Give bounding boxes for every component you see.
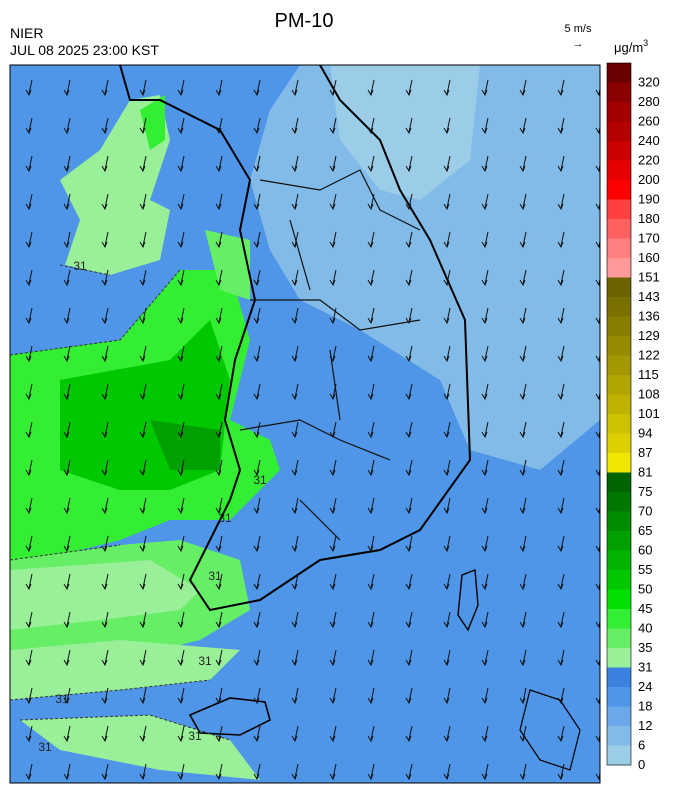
wind-scale-arrow: →	[573, 38, 584, 50]
colorbar-label: 75	[638, 484, 652, 499]
contour-label: 31	[198, 654, 212, 668]
contour-label: 31	[208, 569, 222, 583]
colorbar-segment	[607, 219, 631, 239]
colorbar-segment	[607, 394, 631, 415]
colorbar-segment	[607, 609, 631, 629]
colorbar-label: 170	[638, 231, 660, 246]
colorbar-label: 40	[638, 621, 652, 636]
colorbar-label: 55	[638, 562, 652, 577]
colorbar-segment	[607, 628, 631, 649]
colorbar-segment	[607, 648, 631, 668]
colorbar-label: 81	[638, 465, 652, 480]
wind-scale: 5 m/s	[565, 23, 592, 35]
colorbar-label: 143	[638, 289, 660, 304]
colorbar-label: 280	[638, 94, 660, 109]
colorbar-label: 65	[638, 523, 652, 538]
colorbar-label: 200	[638, 172, 660, 187]
unit-sup: 3	[643, 38, 648, 48]
colorbar-label: 115	[638, 367, 659, 382]
contour-label: 31	[55, 692, 69, 706]
colorbar-segment	[607, 550, 631, 571]
colorbar-segment	[607, 453, 631, 473]
colorbar-label: 101	[638, 406, 660, 421]
colorbar-segment	[607, 160, 631, 181]
contour-label: 31	[73, 259, 87, 273]
colorbar-segment	[607, 472, 631, 493]
colorbar-segment	[607, 63, 631, 83]
colorbar-label: 12	[638, 718, 652, 733]
colorbar-segment	[607, 667, 631, 688]
colorbar-segment	[607, 355, 631, 376]
colorbar-segment	[607, 706, 631, 727]
colorbar-label: 60	[638, 543, 652, 558]
colorbar-label: 190	[638, 192, 660, 207]
colorbar-segment	[607, 102, 631, 122]
colorbar-segment	[607, 316, 631, 337]
colorbar-label: 180	[638, 211, 660, 226]
colorbar-segment	[607, 414, 631, 434]
colorbar-label: 260	[638, 114, 660, 129]
agency: NIER	[10, 25, 43, 41]
colorbar-label: 122	[638, 348, 660, 363]
contour-label: 31	[188, 729, 202, 743]
colorbar-label: 320	[638, 75, 660, 90]
colorbar-segment	[607, 277, 631, 298]
contour-label: 31	[253, 473, 267, 487]
colorbar-segment	[607, 180, 631, 200]
map-area: 31 31 31 31 31 31 31 31	[10, 65, 600, 783]
colorbar-segment	[607, 726, 631, 746]
colorbar-segment	[607, 570, 631, 590]
contour-label: 31	[38, 740, 52, 754]
colorbar-frame	[606, 62, 632, 766]
colorbar-label: 240	[638, 133, 660, 148]
colorbar-label: 45	[638, 601, 652, 616]
colorbar-label: 31	[638, 660, 652, 675]
map-title: PM-10	[275, 10, 334, 32]
colorbar-label: 87	[638, 445, 652, 460]
colorbar-segment	[607, 336, 631, 356]
colorbar-label: 220	[638, 153, 660, 168]
colorbar-segment	[607, 492, 631, 512]
colorbar-label: 129	[638, 328, 660, 343]
colorbar-label: 136	[638, 309, 660, 324]
colorbar-segment	[607, 589, 631, 610]
unit: μg/m3	[614, 38, 648, 55]
colorbar-label: 35	[638, 640, 652, 655]
colorbar-segment	[607, 745, 631, 766]
datetime: JUL 08 2025 23:00 KST	[10, 42, 159, 58]
colorbar-segment	[607, 433, 631, 454]
colorbar-label: 70	[638, 504, 652, 519]
colorbar-segment	[607, 258, 631, 278]
colorbar-segment	[607, 511, 631, 532]
colorbar-label: 6	[638, 738, 645, 753]
colorbar-segment	[607, 531, 631, 551]
colorbar-label: 160	[638, 250, 660, 265]
colorbar-label: 108	[638, 387, 660, 402]
colorbar-label: 50	[638, 582, 652, 597]
colorbar-segment	[607, 297, 631, 317]
colorbar-segment	[607, 687, 631, 707]
colorbar-label: 0	[638, 757, 645, 772]
colorbar-label: 24	[638, 679, 652, 694]
colorbar-label: 18	[638, 699, 652, 714]
colorbar-segment	[607, 121, 631, 142]
colorbar-segment	[607, 199, 631, 220]
contour-label: 31	[218, 511, 232, 525]
colorbar-segment	[607, 141, 631, 161]
colorbar-segment	[607, 82, 631, 103]
colorbar-segment	[607, 375, 631, 395]
colorbar-label: 151	[638, 270, 660, 285]
unit-base: μg/m	[614, 40, 643, 55]
colorbar-segment	[607, 238, 631, 259]
colorbar-label: 94	[638, 426, 652, 441]
